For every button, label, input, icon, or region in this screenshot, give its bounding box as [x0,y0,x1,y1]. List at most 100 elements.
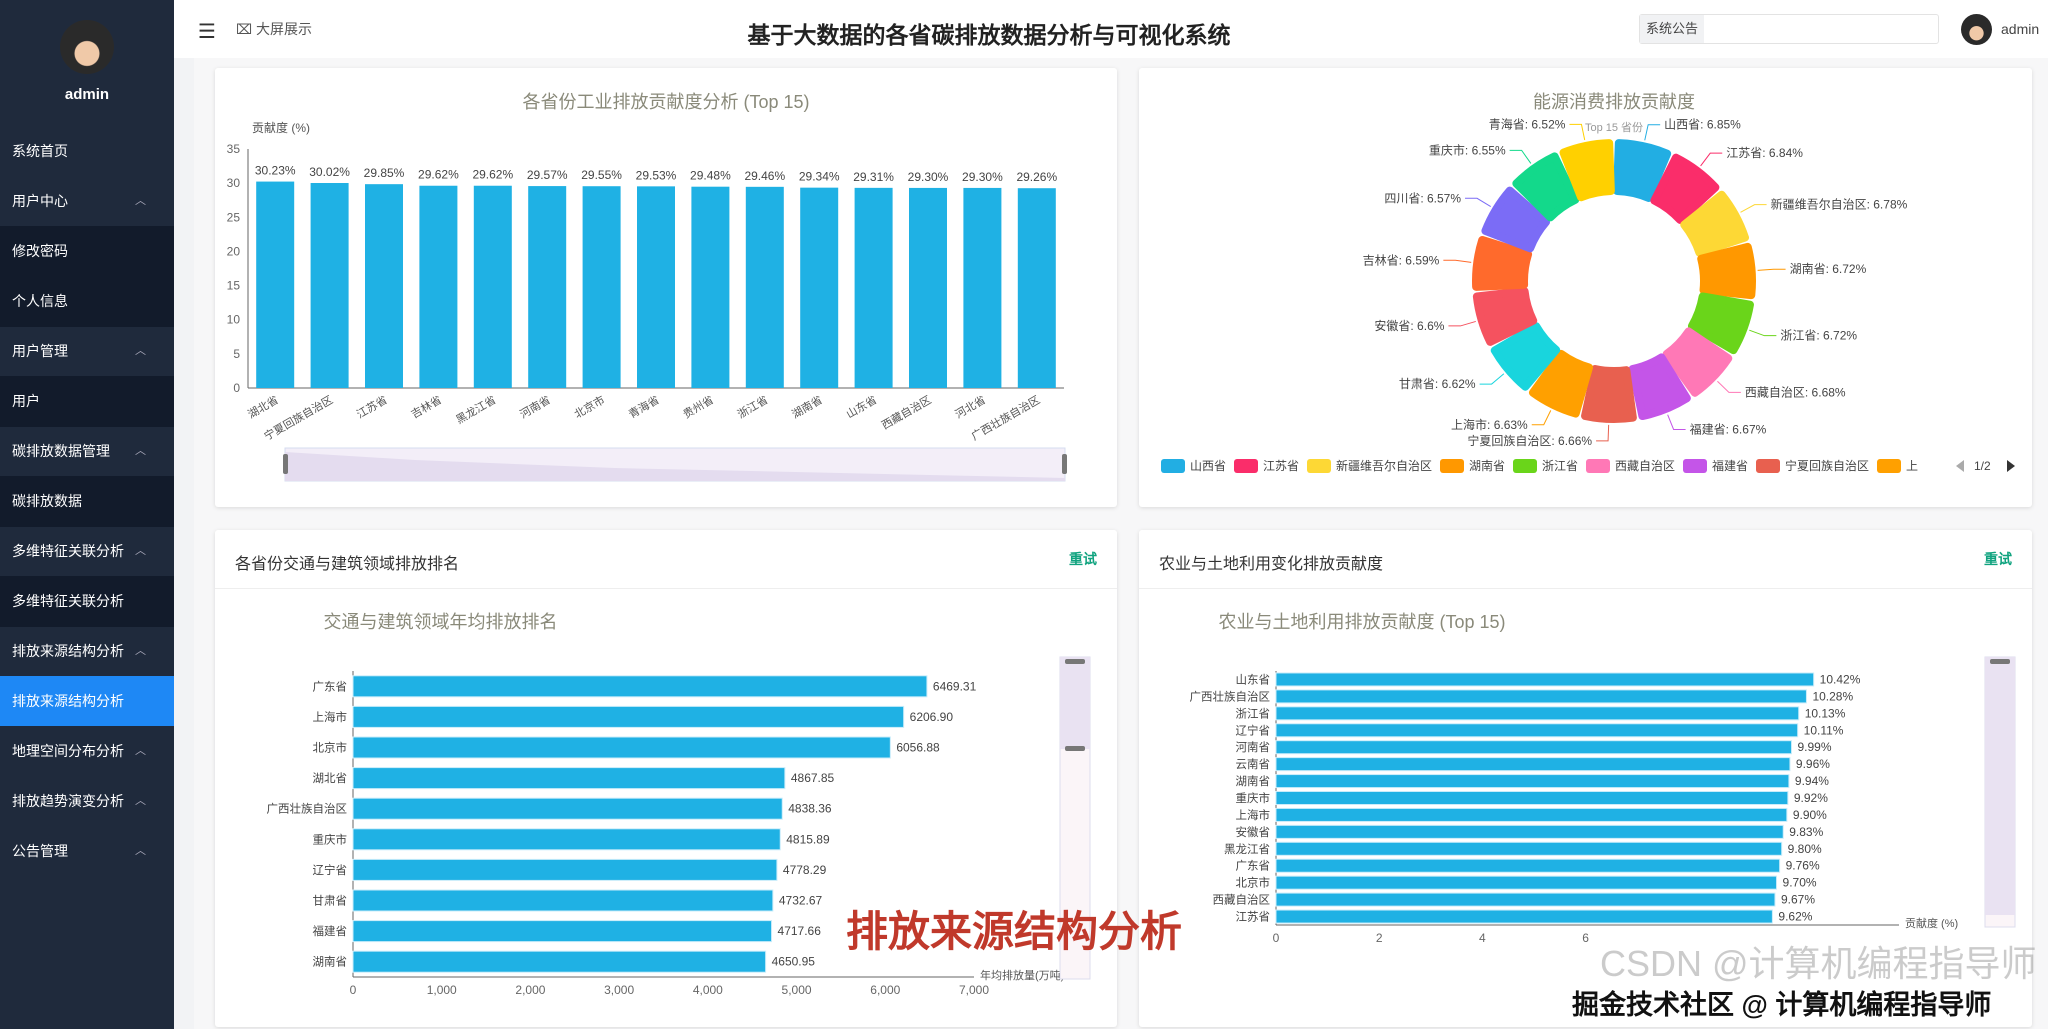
sidebar-item[interactable]: 排放来源结构分析 [0,676,174,726]
y-tick-label: 江苏省 [1236,911,1271,924]
bar [1275,723,1799,738]
bar [310,183,349,388]
hamburger-menu-icon[interactable]: ☰ [198,21,216,43]
slice-label: 上海市: 6.63% [1451,417,1528,432]
avatar[interactable] [60,20,114,74]
donut-slice [1472,235,1533,291]
card-title: 各省份交通与建筑领域排放排名 [235,556,460,573]
legend-next-icon[interactable] [2007,460,2015,472]
x-tick-label: 6,000 [870,983,900,997]
chevron-up-icon: ︿ [135,545,146,557]
x-tick-label: 湖南省 [790,393,825,421]
datazoom-handle-top[interactable] [1990,659,2010,664]
donut-slice [1680,190,1750,257]
bar [1275,757,1791,772]
slice-label: 江苏省: 6.84% [1726,146,1803,160]
chart-title: 各省份工业排放贡献度分析 (Top 15) [522,92,809,112]
notice-input[interactable]: 系统公告 [1639,14,1939,44]
sidebar-item[interactable]: 用户中心 ︿ [0,176,174,227]
slice-label: 湖南省: 6.72% [1790,261,1867,276]
legend-item[interactable]: 江苏省 [1263,459,1299,473]
retry-button[interactable]: 重试 [1069,551,1097,567]
bar-value-label: 29.55% [581,168,622,182]
y-tick-label: 重庆市 [1236,791,1271,805]
label-line [1509,149,1532,164]
x-tick-label: 6 [1582,931,1589,945]
legend-item[interactable]: 宁夏回族自治区 [1785,458,1869,473]
datazoom-handle-bottom[interactable] [1065,746,1085,751]
legend-item[interactable]: 浙江省 [1542,459,1578,473]
legend-prev-icon[interactable] [1956,460,1964,472]
sidebar-item[interactable]: 碳排放数据管理 ︿ [0,426,174,477]
sidebar-item[interactable]: 地理空间分布分析 ︿ [0,726,174,777]
datazoom-handle-left[interactable] [283,454,288,474]
legend-page: 1/2 [1974,459,1991,473]
sidebar: admin 系统首页 用户中心 ︿ 修改密码 个人信息 用户管理 ︿ 用户 碳排放数据管理 ︿ 碳排… [0,0,174,1029]
donut-slice [1490,322,1561,391]
x-tick-label: 吉林省 [408,392,444,421]
legend-item[interactable]: 上 [1906,459,1918,473]
sidebar-item[interactable]: 系统首页 [0,126,174,177]
chevron-up-icon: ︿ [135,745,146,757]
donut-slice [1687,292,1754,355]
legend-item[interactable]: 山西省 [1190,459,1226,473]
bar [352,950,767,973]
slice-label: 重庆市: 6.55% [1429,142,1506,157]
x-tick-label: 2 [1376,931,1383,945]
sidebar-item[interactable]: 公告管理 ︿ [0,826,174,877]
x-tick-label: 7,000 [959,983,989,997]
chart-title: 能源消费排放贡献度 [1533,92,1695,112]
bar [691,186,730,388]
bar-value-label: 29.62% [472,168,513,182]
bar [352,705,905,728]
chevron-up-icon: ︿ [135,345,146,357]
user-name[interactable]: admin [2001,21,2040,37]
donut-slice [1512,152,1580,222]
bar [963,187,1002,388]
sidebar-item[interactable]: 排放来源结构分析 ︿ [0,626,174,677]
datazoom-handle-top[interactable] [1065,659,1085,664]
label-line [1465,197,1491,207]
y-tick-label: 甘肃省 [313,895,348,908]
slice-label: 甘肃省: 6.62% [1399,377,1476,391]
slice-label: 青海省: 6.52% [1489,116,1566,131]
sidebar-item[interactable]: 用户管理 ︿ [0,326,174,377]
agriculture-chart-card: 农业与土地利用变化排放贡献度 重试 农业与土地利用排放贡献度 (Top 15) 0… [1139,530,2032,1027]
legend-item[interactable]: 湖南省 [1469,458,1505,473]
legend-item[interactable]: 福建省 [1712,458,1748,473]
sidebar-item-label: 用户 [12,393,40,409]
bar [800,187,839,388]
x-tick-label: 5,000 [782,983,812,997]
sidebar-item-label: 多维特征关联分析 [12,593,124,609]
legend-item[interactable]: 新疆维吾尔自治区 [1336,458,1432,473]
bar [352,828,781,851]
big-screen-link[interactable]: ⌧ 大屏展示 [236,19,312,39]
legend-item[interactable]: 西藏自治区 [1615,459,1675,473]
sidebar-item[interactable]: 修改密码 [0,226,174,277]
user-avatar[interactable] [1961,14,1992,45]
legend-swatch [1586,459,1610,473]
bar [352,797,783,820]
bar-value-label: 9.76% [1786,859,1820,873]
sidebar-item[interactable]: 个人信息 [0,276,174,327]
y-tick-label: 辽宁省 [313,863,348,877]
x-tick-label: 4 [1479,931,1486,945]
x-tick-label: 1,000 [427,983,457,997]
y-tick-label: 北京市 [1236,876,1271,890]
sidebar-item[interactable]: 用户 [0,376,174,427]
sidebar-item[interactable]: 排放趋势演变分析 ︿ [0,776,174,827]
agriculture-bar-chart: 农业与土地利用排放贡献度 (Top 15) 0 2 4 6 贡献度 (%) 10.42% 山东… [1190,612,2016,945]
sidebar-item[interactable]: 多维特征关联分析 [0,576,174,627]
y-tick-label: 重庆市 [313,832,348,846]
bar-value-label: 29.57% [527,168,568,182]
label-line [1569,123,1586,141]
sidebar-item[interactable]: 碳排放数据 [0,476,174,527]
bar-value-label: 4815.89 [786,832,830,846]
sidebar-item[interactable]: 多维特征关联分析 ︿ [0,526,174,577]
bar [1017,188,1056,388]
retry-button[interactable]: 重试 [1984,551,2012,567]
legend-swatch [1440,459,1464,473]
bar [1275,892,1776,907]
datazoom-handle-right[interactable] [1062,454,1067,474]
donut-slice [1662,327,1733,397]
